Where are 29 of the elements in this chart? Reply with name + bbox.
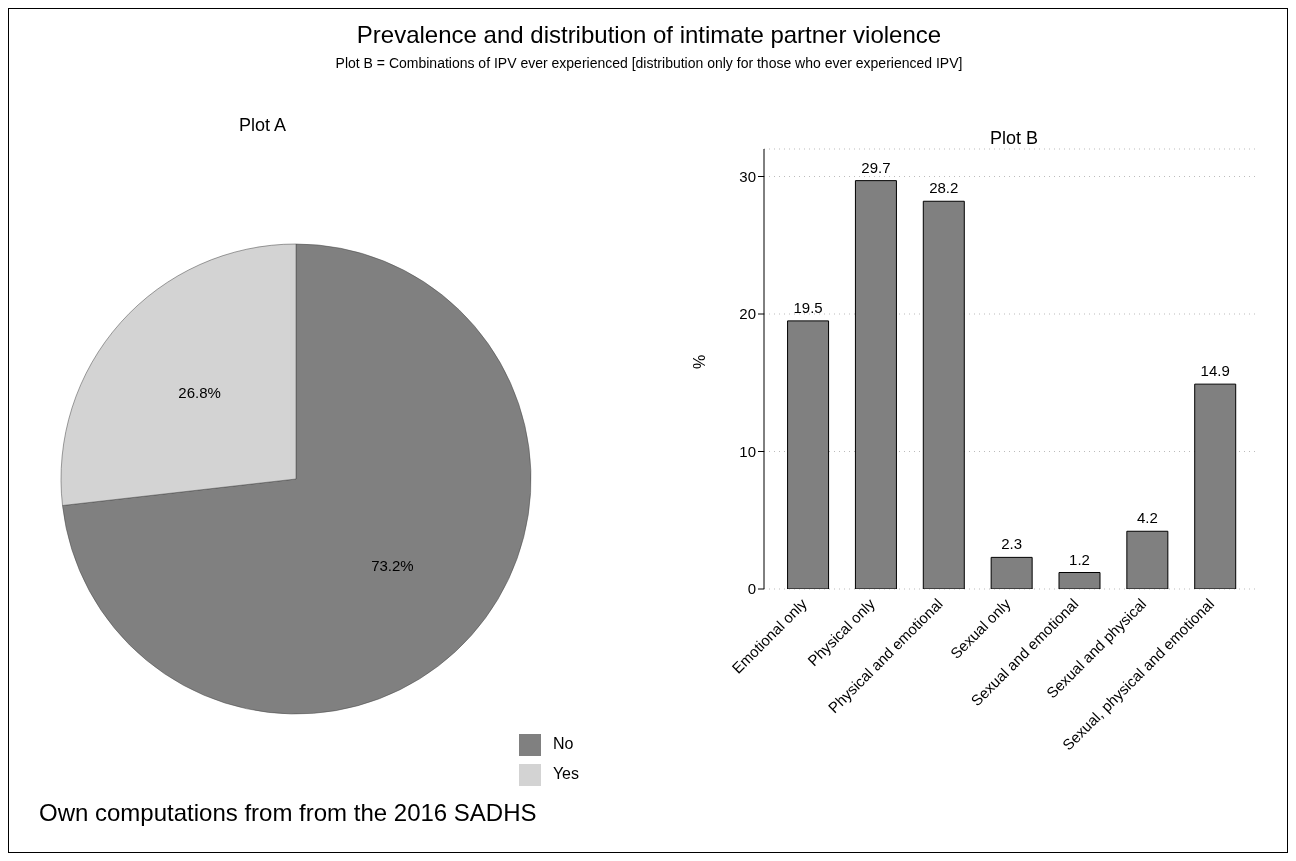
y-tick-label: 20: [739, 305, 756, 323]
data-label: 2.3: [1001, 535, 1023, 553]
chart-title: Plot A: [239, 115, 287, 136]
data-label: 73.2%: [371, 556, 414, 574]
data-label: 28.2: [929, 179, 959, 197]
text: Plot B = Combinations of IPV ever experienced [distribution only for those who ever experienced IPV]: [334, 55, 964, 71]
y-tick-label: 10: [739, 442, 756, 460]
text: Prevalence and distribution of intimate partner violence: [355, 21, 943, 49]
bar: [1126, 530, 1169, 589]
data-label: 1.2: [1069, 550, 1090, 568]
bar: [1058, 572, 1101, 589]
data-label: 19.5: [793, 298, 823, 316]
pie-slice: [62, 243, 532, 714]
bar: [990, 556, 1033, 589]
bar: [787, 320, 830, 589]
y-tick-label: 0: [747, 580, 756, 598]
bar: [854, 180, 897, 589]
y-tick-label: 30: [739, 167, 756, 185]
data-label: 29.7: [861, 158, 891, 176]
text: Own computations from from the 2016 SADHS: [39, 799, 537, 827]
chart-title: Plot B: [989, 128, 1039, 149]
data-label: 4.2: [1136, 509, 1158, 527]
legend-label: No: [552, 735, 574, 752]
data-label: 14.9: [1200, 362, 1230, 380]
legend-label: Yes: [552, 765, 579, 782]
y-axis-title: %: [690, 354, 708, 369]
bar: [922, 200, 965, 589]
data-label: 26.8%: [178, 384, 221, 402]
bar: [1194, 383, 1237, 589]
